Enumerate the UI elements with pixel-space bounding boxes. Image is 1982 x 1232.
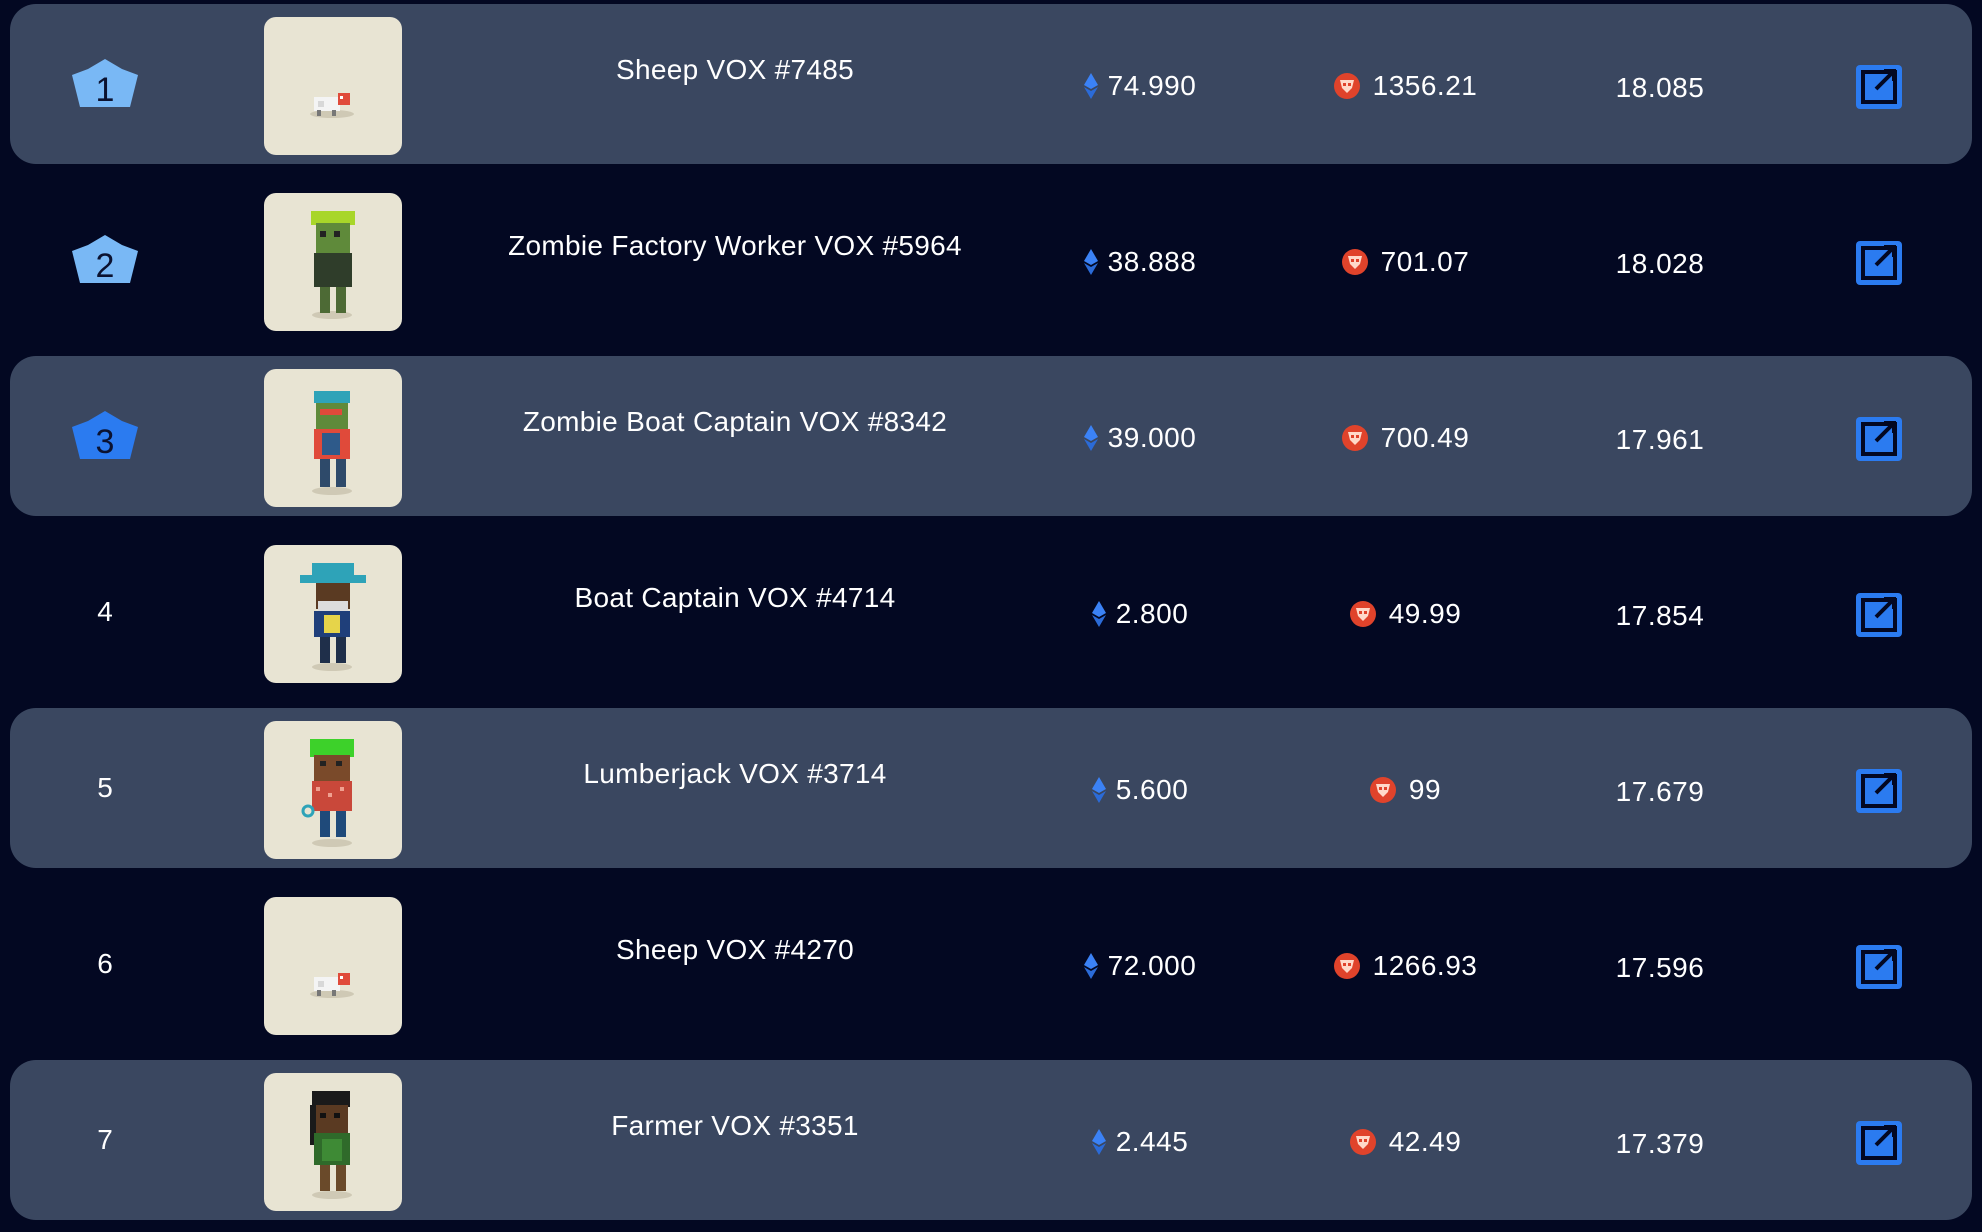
rank-number: 3	[95, 423, 115, 461]
eth-price: 72.000	[1040, 950, 1240, 982]
token-price: 701.07	[1280, 246, 1530, 278]
fyr-value: 42.49	[1388, 1126, 1462, 1157]
sheep-image	[310, 93, 354, 118]
ethereum-icon	[1091, 777, 1106, 803]
leaderboard-row[interactable]: 3 Zombie Boat Captain VOX #8342 39.000 7…	[10, 356, 1972, 516]
fyr-token-icon	[1333, 73, 1360, 99]
rank-number: 2	[95, 247, 115, 285]
ethereum-icon	[1091, 1129, 1106, 1155]
fyr-value: 49.99	[1388, 598, 1462, 629]
rarity-score: 17.961	[1615, 424, 1705, 455]
nft-thumbnail[interactable]	[264, 897, 402, 1035]
eth-price: 5.600	[1040, 774, 1240, 806]
eth-price: 2.445	[1040, 1126, 1240, 1158]
fyr-token-icon	[1333, 953, 1360, 979]
rank-cell: 4	[97, 596, 113, 627]
nft-thumbnail[interactable]	[264, 1073, 402, 1211]
fyr-value: 1356.21	[1372, 70, 1478, 101]
boat-captain-image	[300, 563, 366, 671]
leaderboard-row[interactable]: 5 Lumberjack VOX #3714 5.600	[10, 708, 1972, 868]
rank-number: 1	[95, 71, 115, 109]
eth-value: 74.990	[1107, 70, 1197, 101]
rarity-score: 17.379	[1615, 1128, 1705, 1159]
eth-value: 5.600	[1115, 774, 1189, 805]
nft-thumbnail[interactable]	[264, 545, 402, 683]
rank-cell: 5	[97, 772, 113, 803]
eth-price: 74.990	[1040, 70, 1240, 102]
nft-thumbnail[interactable]	[264, 721, 402, 859]
external-link-icon[interactable]	[1854, 1119, 1904, 1167]
crown-icon: 3	[70, 411, 140, 461]
fyr-token-icon	[1341, 425, 1368, 451]
nft-thumbnail[interactable]	[264, 17, 402, 155]
external-link-icon[interactable]	[1854, 415, 1904, 463]
fyr-token-icon	[1349, 1129, 1376, 1155]
nft-name[interactable]: Zombie Boat Captain VOX #8342	[522, 406, 948, 437]
ethereum-icon	[1083, 73, 1098, 99]
eth-value: 2.800	[1115, 598, 1189, 629]
leaderboard-row[interactable]: 2 Zombie Factory Worker VOX #5964 38.888…	[10, 180, 1972, 340]
rarity-score: 18.085	[1615, 72, 1705, 103]
leaderboard-row[interactable]: 7 Farmer VOX #3351 2.445 42.49 1	[10, 1060, 1972, 1220]
rarity-score: 17.596	[1615, 952, 1705, 983]
ethereum-icon	[1083, 953, 1098, 979]
fyr-token-icon	[1369, 777, 1396, 803]
rank-cell: 1	[70, 56, 140, 112]
token-price: 99	[1280, 774, 1530, 806]
nft-thumbnail[interactable]	[264, 193, 402, 331]
rank-cell: 3	[70, 408, 140, 464]
eth-price: 2.800	[1040, 598, 1240, 630]
token-price: 1356.21	[1280, 70, 1530, 102]
rarity-score: 18.028	[1615, 248, 1705, 279]
token-price: 1266.93	[1280, 950, 1530, 982]
nft-name[interactable]: Zombie Factory Worker VOX #5964	[508, 230, 962, 261]
eth-value: 2.445	[1115, 1126, 1189, 1157]
external-link-icon[interactable]	[1854, 63, 1904, 111]
zombie-factory-worker-image	[311, 211, 355, 319]
fyr-value: 99	[1408, 774, 1442, 805]
external-link-icon[interactable]	[1854, 943, 1904, 991]
eth-price: 39.000	[1040, 422, 1240, 454]
leaderboard-row[interactable]: 6 Sheep VOX #4270 72.000 1266.93 17.596	[10, 884, 1972, 1044]
zombie-boat-captain-image	[312, 391, 352, 495]
rarity-score: 17.679	[1615, 776, 1705, 807]
nft-thumbnail[interactable]	[264, 369, 402, 507]
eth-value: 72.000	[1107, 950, 1197, 981]
token-price: 700.49	[1280, 422, 1530, 454]
nft-name[interactable]: Lumberjack VOX #3714	[583, 758, 887, 789]
fyr-token-icon	[1341, 249, 1368, 275]
fyr-value: 1266.93	[1372, 950, 1478, 981]
token-price: 49.99	[1280, 598, 1530, 630]
rank-cell: 2	[70, 232, 140, 288]
nft-name[interactable]: Sheep VOX #7485	[615, 54, 854, 85]
leaderboard-row[interactable]: 1 Sheep VOX #7485 74.990 1356.21 18.085	[10, 4, 1972, 164]
ethereum-icon	[1083, 249, 1098, 275]
fyr-value: 700.49	[1380, 422, 1470, 453]
external-link-icon[interactable]	[1854, 591, 1904, 639]
rank-cell: 7	[97, 1124, 113, 1155]
sheep-image	[310, 973, 354, 998]
eth-value: 39.000	[1107, 422, 1197, 453]
rarity-score: 17.854	[1615, 600, 1705, 631]
token-price: 42.49	[1280, 1126, 1530, 1158]
nft-name[interactable]: Sheep VOX #4270	[615, 934, 854, 965]
leaderboard-row[interactable]: 4 Boat Captain VOX #4714 2.800 49.99 17.…	[10, 532, 1972, 692]
external-link-icon[interactable]	[1854, 767, 1904, 815]
ethereum-icon	[1083, 425, 1098, 451]
nft-name[interactable]: Boat Captain VOX #4714	[574, 582, 896, 613]
fyr-value: 701.07	[1380, 246, 1470, 277]
external-link-icon[interactable]	[1854, 239, 1904, 287]
farmer-image	[310, 1091, 352, 1199]
ethereum-icon	[1091, 601, 1106, 627]
nft-name[interactable]: Farmer VOX #3351	[611, 1110, 859, 1141]
rank-cell: 6	[97, 948, 113, 979]
lumberjack-image	[301, 739, 354, 847]
crown-icon: 2	[70, 235, 140, 285]
fyr-token-icon	[1349, 601, 1376, 627]
eth-price: 38.888	[1040, 246, 1240, 278]
crown-icon: 1	[70, 59, 140, 109]
eth-value: 38.888	[1107, 246, 1197, 277]
